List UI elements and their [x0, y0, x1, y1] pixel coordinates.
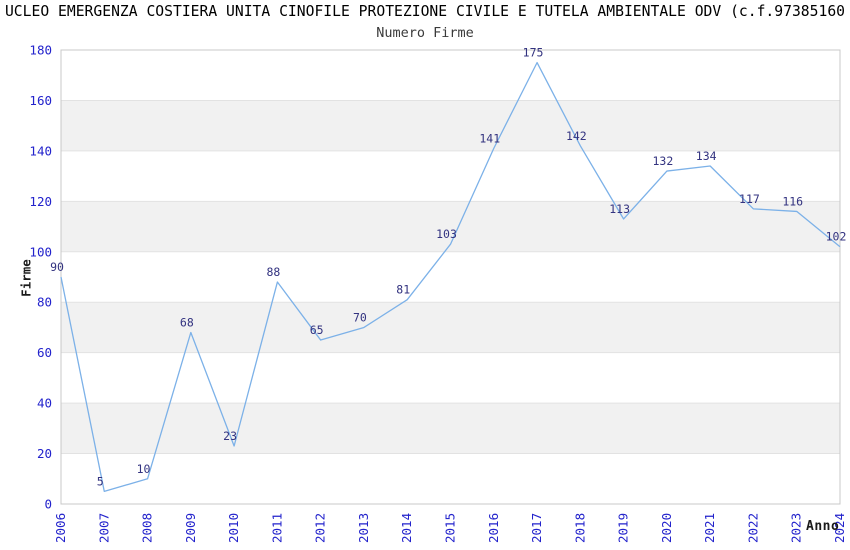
x-tick-label: 2010 [226, 513, 241, 543]
x-tick-label: 2011 [269, 513, 284, 543]
x-tick-label: 2014 [399, 513, 414, 543]
x-tick-label: 2021 [702, 513, 717, 543]
y-tick-label: 180 [29, 43, 52, 58]
chart-subtitle: Numero Firme [376, 25, 474, 41]
plot-band [61, 100, 840, 151]
y-tick-label: 0 [44, 497, 52, 512]
data-point-label: 81 [396, 283, 410, 297]
data-point-label: 103 [436, 227, 457, 241]
data-point-label: 142 [566, 129, 587, 143]
data-point-label: 113 [609, 202, 630, 216]
x-tick-label: 2015 [443, 513, 458, 543]
y-tick-label: 20 [37, 446, 52, 461]
y-tick-label: 40 [37, 396, 52, 411]
x-tick-label: 2013 [356, 513, 371, 543]
x-tick-label: 2024 [832, 513, 847, 543]
y-tick-label: 80 [37, 295, 52, 310]
x-tick-label: 2017 [529, 513, 544, 543]
x-tick-label: 2007 [96, 513, 111, 543]
data-point-label: 134 [696, 149, 717, 163]
data-point-label: 175 [523, 46, 544, 60]
x-axis-label: Anno [806, 519, 840, 534]
data-point-label: 10 [137, 462, 151, 476]
x-tick-label: 2023 [789, 513, 804, 543]
data-point-label: 70 [353, 310, 367, 324]
x-tick-label: 2012 [313, 513, 328, 543]
data-point-label: 65 [310, 323, 324, 337]
data-point-label: 141 [479, 131, 500, 145]
x-tick-label: 2018 [572, 513, 587, 543]
x-tick-label: 2022 [745, 513, 760, 543]
x-tick-label: 2016 [486, 513, 501, 543]
data-point-label: 88 [266, 265, 280, 279]
plot-band [61, 302, 840, 353]
y-tick-label: 120 [29, 194, 52, 209]
y-tick-label: 160 [29, 93, 52, 108]
data-point-label: 5 [97, 474, 104, 488]
data-point-label: 117 [739, 192, 760, 206]
x-tick-label: 2006 [53, 513, 68, 543]
x-tick-label: 2008 [140, 513, 155, 543]
data-point-label: 90 [50, 260, 64, 274]
y-tick-label: 100 [29, 244, 52, 259]
y-axis-label: Firme [18, 259, 34, 297]
x-tick-label: 2019 [616, 513, 631, 543]
x-tick-label: 2009 [183, 513, 198, 543]
x-tick-label: 2020 [659, 513, 674, 543]
chart-title: UCLEO EMERGENZA COSTIERA UNITA CINOFILE … [4, 3, 846, 20]
data-point-label: 23 [223, 429, 237, 443]
data-point-label: 132 [652, 154, 673, 168]
data-point-label: 116 [782, 194, 803, 208]
data-point-label: 68 [180, 315, 194, 329]
y-tick-label: 60 [37, 345, 52, 360]
y-tick-label: 140 [29, 143, 52, 158]
data-point-label: 102 [826, 230, 847, 244]
plot-band [61, 403, 840, 454]
data-line [60, 61, 841, 493]
